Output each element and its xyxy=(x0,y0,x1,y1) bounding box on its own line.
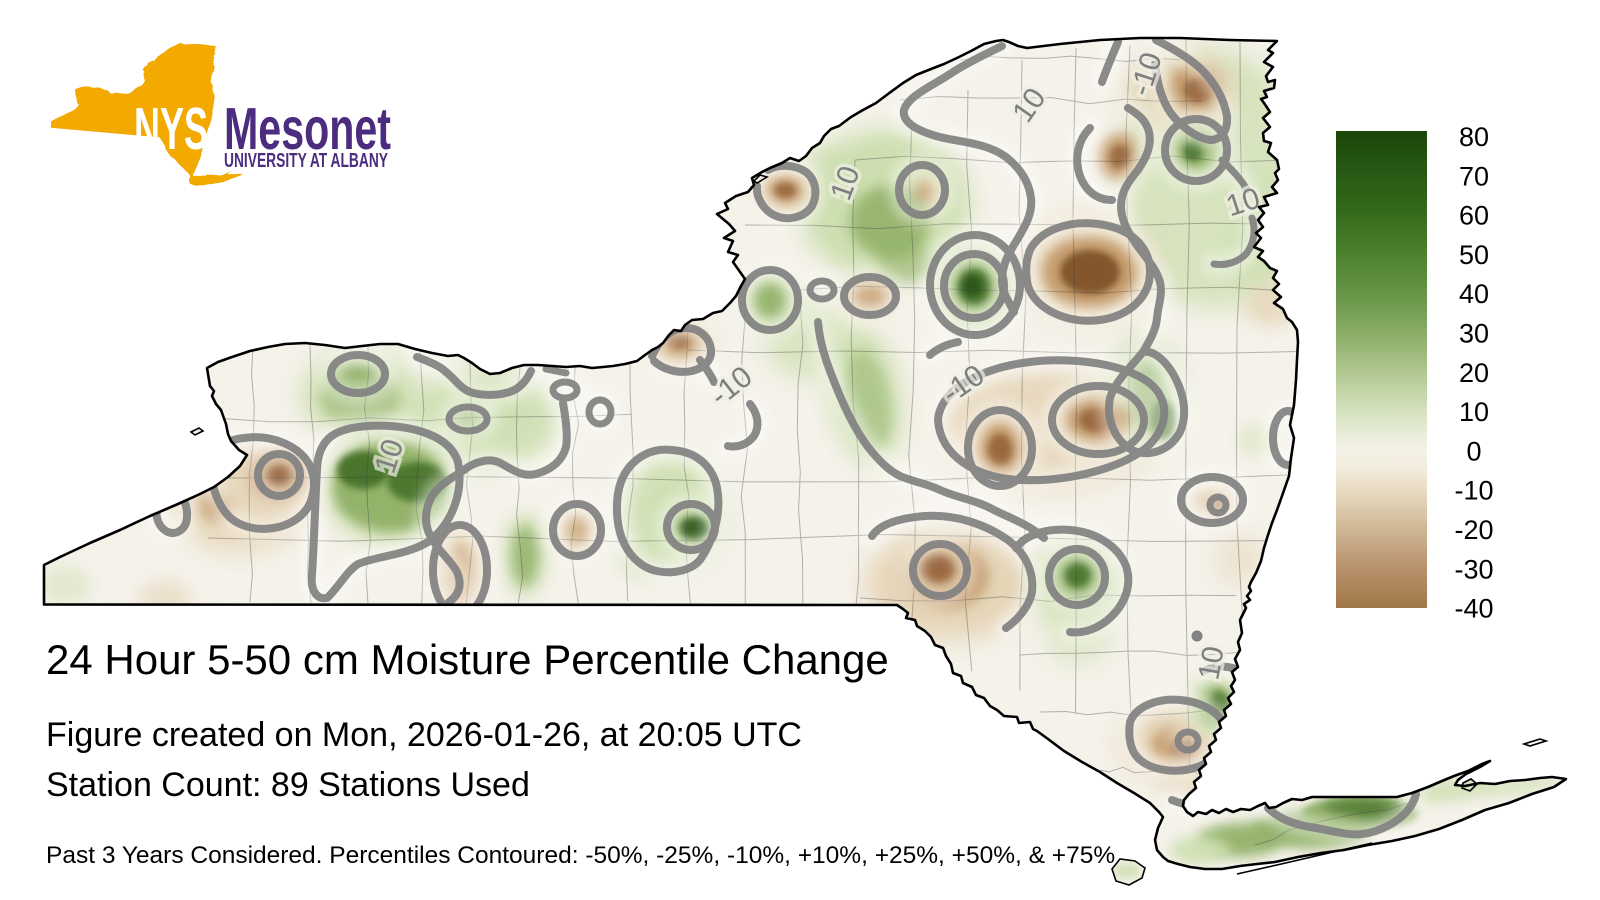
svg-text:UNIVERSITY AT ALBANY: UNIVERSITY AT ALBANY xyxy=(224,150,388,172)
svg-text:40: 40 xyxy=(1459,279,1489,309)
svg-text:80: 80 xyxy=(1459,122,1489,152)
svg-text:-20: -20 xyxy=(1454,515,1493,545)
svg-text:Mesonet: Mesonet xyxy=(224,96,391,162)
svg-text:24 Hour 5-50 cm Moisture Perce: 24 Hour 5-50 cm Moisture Percentile Chan… xyxy=(46,636,889,683)
svg-text:50: 50 xyxy=(1459,240,1489,270)
svg-text:-10: -10 xyxy=(1454,476,1493,506)
svg-text:70: 70 xyxy=(1459,161,1489,191)
svg-text:-30: -30 xyxy=(1454,554,1493,584)
svg-text:NYS: NYS xyxy=(134,96,208,162)
svg-text:Station Count: 89 Stations Use: Station Count: 89 Stations Used xyxy=(46,766,530,804)
svg-text:Past 3 Years Considered. Perce: Past 3 Years Considered. Percentiles Con… xyxy=(46,842,1115,869)
svg-text:10: 10 xyxy=(1459,397,1489,427)
svg-text:Figure created on Mon, 2026-01: Figure created on Mon, 2026-01-26, at 20… xyxy=(46,716,802,754)
svg-text:20: 20 xyxy=(1459,358,1489,388)
svg-text:10: 10 xyxy=(1192,644,1230,683)
svg-text:0: 0 xyxy=(1466,436,1481,466)
svg-text:60: 60 xyxy=(1459,201,1489,231)
svg-text:30: 30 xyxy=(1459,319,1489,349)
svg-text:-40: -40 xyxy=(1454,594,1493,624)
